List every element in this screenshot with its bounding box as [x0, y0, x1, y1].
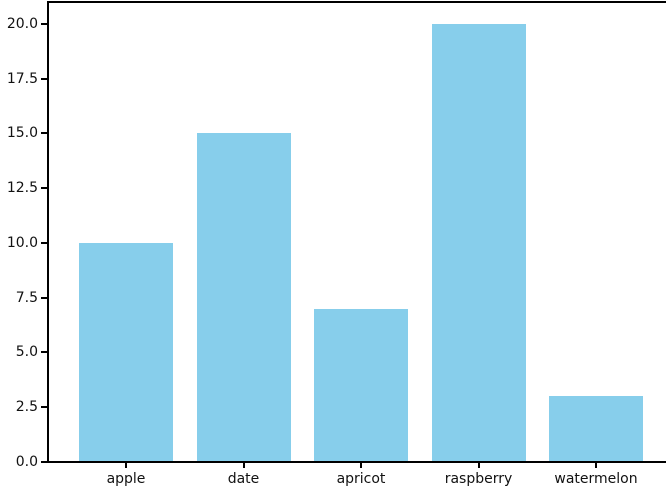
y-tick-mark [41, 351, 47, 354]
x-tick-label-apple: apple [106, 471, 146, 487]
x-tick-mark [360, 462, 362, 468]
x-tick-label-apricot: apricot [336, 471, 386, 487]
x-tick-mark [477, 462, 480, 468]
axis-spine-bottom [47, 460, 666, 463]
y-tick-label-0.0: 0.0 [15, 454, 38, 470]
bar-watermelon [549, 396, 643, 461]
bar-apple [79, 242, 173, 461]
x-tick-mark [125, 462, 127, 468]
y-tick-mark [41, 22, 47, 25]
bar-apricot [314, 308, 408, 461]
y-tick-label-10.0: 10.0 [6, 234, 38, 251]
y-tick-mark [41, 461, 47, 463]
x-tick-mark [242, 462, 245, 468]
y-tick-mark [41, 77, 47, 80]
y-tick-mark [41, 241, 47, 244]
y-tick-mark [41, 406, 47, 409]
x-tick-label-watermelon: watermelon [554, 471, 638, 487]
y-tick-label-7.5: 7.5 [15, 289, 38, 306]
axis-spine-top [49, 1, 666, 3]
x-tick-label-date: date [227, 471, 260, 487]
bar-date [196, 133, 291, 461]
y-tick-label-12.5: 12.5 [6, 180, 38, 197]
x-tick-label-raspberry: raspberry [444, 471, 513, 487]
y-tick-label-17.5: 17.5 [6, 70, 38, 87]
y-tick-mark [41, 187, 47, 190]
y-tick-label-5.0: 5.0 [15, 344, 38, 361]
y-tick-mark [41, 132, 47, 135]
y-tick-label-2.5: 2.5 [15, 399, 38, 416]
y-tick-mark [41, 296, 47, 299]
bar-raspberry [431, 23, 526, 461]
x-tick-mark [595, 462, 597, 468]
y-tick-label-20.0: 20.0 [6, 15, 38, 32]
y-tick-label-15.0: 15.0 [6, 125, 38, 142]
axis-spine-left [47, 1, 49, 462]
